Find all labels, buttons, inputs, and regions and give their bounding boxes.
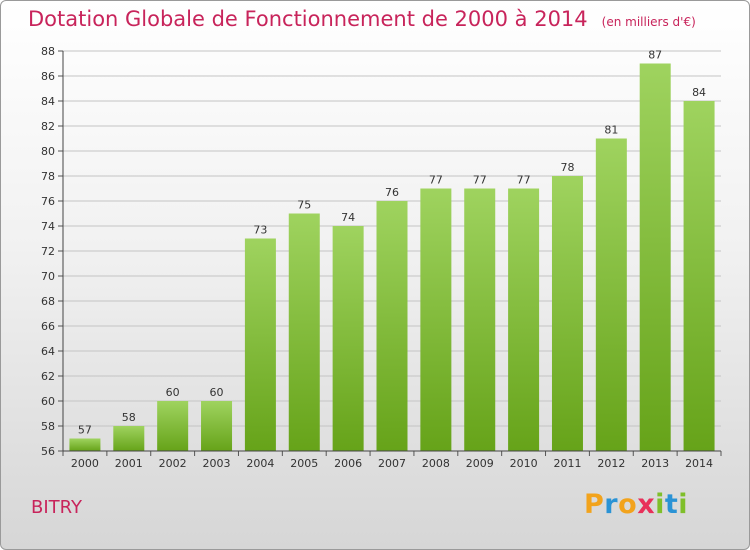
bar-2010 xyxy=(508,188,540,451)
y-tick-label: 80 xyxy=(41,145,55,158)
y-tick-label: 76 xyxy=(41,195,55,208)
axes: 56 58 60 62 64 66 68 70 72 74 76 78 80 82 84 86 88 2000 20… xyxy=(41,45,722,470)
bar-2014 xyxy=(683,101,715,451)
data-label: 74 xyxy=(341,211,355,224)
logo-letter: r xyxy=(604,489,619,520)
logo-letter: t xyxy=(664,489,679,520)
bar-2001 xyxy=(113,426,145,451)
y-tick-label: 70 xyxy=(41,270,55,283)
proxiti-logo[interactable]: Proxiti xyxy=(584,489,688,520)
x-tick-label: 2003 xyxy=(203,457,231,470)
chart-title: Dotation Globale de Fonctionnement de 20… xyxy=(28,7,696,31)
x-tick-label: 2010 xyxy=(510,457,538,470)
y-tick-label: 58 xyxy=(41,420,55,433)
x-tick-label: 2007 xyxy=(378,457,406,470)
data-label: 87 xyxy=(648,49,662,62)
y-tick-label: 88 xyxy=(41,45,55,58)
bar-2009 xyxy=(464,188,496,451)
bar-2004 xyxy=(244,238,276,451)
logo-letter: x xyxy=(637,489,656,520)
bar-2012 xyxy=(595,138,627,451)
y-tick-label: 64 xyxy=(41,345,55,358)
x-tick-label: 2002 xyxy=(159,457,187,470)
bar-2005 xyxy=(288,213,320,451)
x-tick-label: 2009 xyxy=(466,457,494,470)
bars: 57 58 60 60 73 75 74 76 77 77 77 78 81 87 84 xyxy=(69,49,715,451)
commune-name: BITRY xyxy=(31,497,83,518)
bar-2007 xyxy=(376,201,408,451)
y-tick-label: 74 xyxy=(41,220,55,233)
x-tick-label: 2004 xyxy=(246,457,274,470)
chart-title-text: Dotation Globale de Fonctionnement de 20… xyxy=(28,7,588,31)
x-tick-label: 2014 xyxy=(685,457,713,470)
data-label: 84 xyxy=(692,86,706,99)
bar-2006 xyxy=(332,226,364,451)
y-tick-label: 66 xyxy=(41,320,55,333)
chart-subtitle: (en milliers d'€) xyxy=(601,15,696,29)
x-tick-label: 2001 xyxy=(115,457,143,470)
data-label: 58 xyxy=(122,411,136,424)
logo-letter: o xyxy=(618,489,638,520)
data-label: 81 xyxy=(604,124,618,137)
bar-2011 xyxy=(551,176,583,451)
data-label: 78 xyxy=(560,161,574,174)
bar-2008 xyxy=(420,188,452,451)
y-tick-label: 82 xyxy=(41,120,55,133)
data-label: 77 xyxy=(429,174,443,187)
y-tick-label: 84 xyxy=(41,95,55,108)
bar-2000 xyxy=(69,438,101,451)
data-label: 77 xyxy=(473,174,487,187)
x-tick-label: 2008 xyxy=(422,457,450,470)
y-tick-label: 62 xyxy=(41,370,55,383)
x-tick-label: 2000 xyxy=(71,457,99,470)
x-tick-label: 2005 xyxy=(290,457,318,470)
data-label: 77 xyxy=(517,174,531,187)
y-tick-label: 72 xyxy=(41,245,55,258)
x-tick-label: 2011 xyxy=(553,457,581,470)
bar-2003 xyxy=(201,401,233,451)
data-label: 60 xyxy=(166,386,180,399)
data-label: 76 xyxy=(385,186,399,199)
y-tick-label: 78 xyxy=(41,170,55,183)
y-tick-label: 86 xyxy=(41,70,55,83)
x-tick-label: 2006 xyxy=(334,457,362,470)
y-tick-label: 60 xyxy=(41,395,55,408)
data-label: 75 xyxy=(297,199,311,212)
logo-letter: P xyxy=(584,489,605,520)
bar-2002 xyxy=(157,401,189,451)
y-tick-label: 56 xyxy=(41,445,55,458)
x-tick-label: 2012 xyxy=(597,457,625,470)
data-label: 57 xyxy=(78,424,92,437)
x-tick-label: 2013 xyxy=(641,457,669,470)
data-label: 60 xyxy=(210,386,224,399)
logo-letter: i xyxy=(655,489,665,520)
logo-letter: i xyxy=(678,489,689,520)
bar-2013 xyxy=(639,63,671,451)
y-tick-label: 68 xyxy=(41,295,55,308)
data-label: 73 xyxy=(253,224,267,237)
